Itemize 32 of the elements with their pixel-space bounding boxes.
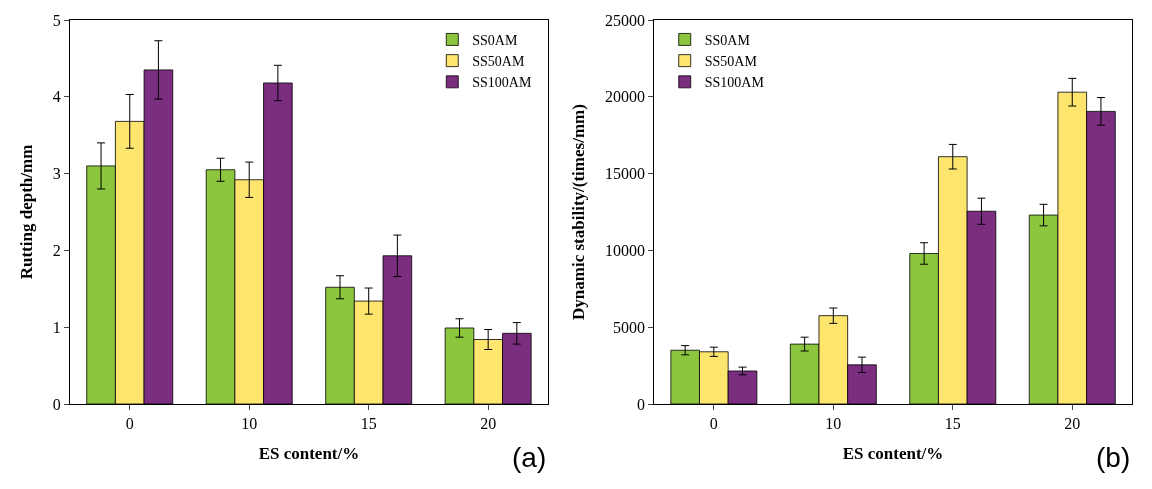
legend-label: SS100AM <box>704 75 765 91</box>
y-tick-label: 20000 <box>604 88 645 106</box>
y-tick-label: 1 <box>52 318 61 336</box>
y-tick-label: 0 <box>52 395 61 413</box>
text: (b) <box>1096 442 1131 473</box>
y-tick-label: 5000 <box>612 318 645 336</box>
y-tick-label: 25000 <box>604 11 645 29</box>
y-tick-label: 5 <box>52 11 61 29</box>
y-tick-label: 15000 <box>604 165 645 183</box>
x-tick-label: 10 <box>241 415 258 433</box>
y-axis-title: Rutting depth/mm <box>17 144 37 280</box>
x-tick-label: 0 <box>709 415 718 433</box>
x-axis-title: ES content/% <box>842 443 944 463</box>
x-tick-label: 0 <box>125 415 134 433</box>
y-tick-label: 4 <box>52 88 61 106</box>
y-tick-label: 3 <box>52 165 61 183</box>
y-tick-label: 10000 <box>604 242 645 259</box>
x-tick-label: 15 <box>944 415 961 433</box>
x-tick-label: 20 <box>1064 415 1081 433</box>
text: (a) <box>512 442 547 473</box>
y-axis-title: Dynamic stability/(times/mm) <box>569 104 589 320</box>
x-axis-title: ES content/% <box>258 443 360 463</box>
x-tick-label: 10 <box>825 415 842 433</box>
x-tick-label: 20 <box>480 415 497 433</box>
x-tick-label: 15 <box>360 415 377 433</box>
legend-label: SS0AM <box>472 32 518 48</box>
legend-label: SS50AM <box>472 54 525 70</box>
legend-label: SS50AM <box>704 54 758 70</box>
legend-label: SS100AM <box>472 75 532 91</box>
y-tick-label: 2 <box>52 242 61 259</box>
y-tick-label: 0 <box>636 395 645 413</box>
legend-label: SS0AM <box>704 32 751 48</box>
